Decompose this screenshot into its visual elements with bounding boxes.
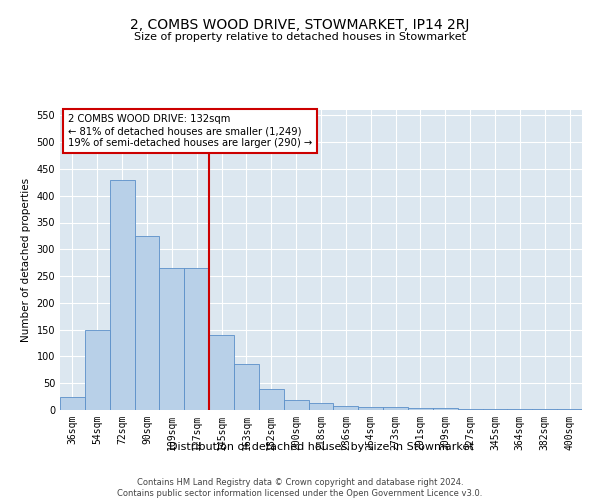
Bar xyxy=(358,408,383,410)
Bar xyxy=(234,364,259,410)
Bar xyxy=(458,409,482,410)
Bar xyxy=(482,409,508,410)
Y-axis label: Number of detached properties: Number of detached properties xyxy=(21,178,31,342)
Bar xyxy=(508,409,532,410)
Bar xyxy=(433,408,458,410)
Bar xyxy=(209,335,234,410)
Text: Size of property relative to detached houses in Stowmarket: Size of property relative to detached ho… xyxy=(134,32,466,42)
Bar xyxy=(134,236,160,410)
Bar xyxy=(85,330,110,410)
Text: 2, COMBS WOOD DRIVE, STOWMARKET, IP14 2RJ: 2, COMBS WOOD DRIVE, STOWMARKET, IP14 2R… xyxy=(130,18,470,32)
Text: Contains HM Land Registry data © Crown copyright and database right 2024.
Contai: Contains HM Land Registry data © Crown c… xyxy=(118,478,482,498)
Bar xyxy=(557,409,582,410)
Bar xyxy=(184,268,209,410)
Bar xyxy=(408,408,433,410)
Text: Distribution of detached houses by size in Stowmarket: Distribution of detached houses by size … xyxy=(169,442,473,452)
Bar xyxy=(110,180,134,410)
Bar xyxy=(308,402,334,410)
Bar xyxy=(259,388,284,410)
Bar xyxy=(160,268,184,410)
Bar xyxy=(383,408,408,410)
Bar xyxy=(284,400,308,410)
Bar xyxy=(60,396,85,410)
Text: 2 COMBS WOOD DRIVE: 132sqm
← 81% of detached houses are smaller (1,249)
19% of s: 2 COMBS WOOD DRIVE: 132sqm ← 81% of deta… xyxy=(68,114,312,148)
Bar xyxy=(334,406,358,410)
